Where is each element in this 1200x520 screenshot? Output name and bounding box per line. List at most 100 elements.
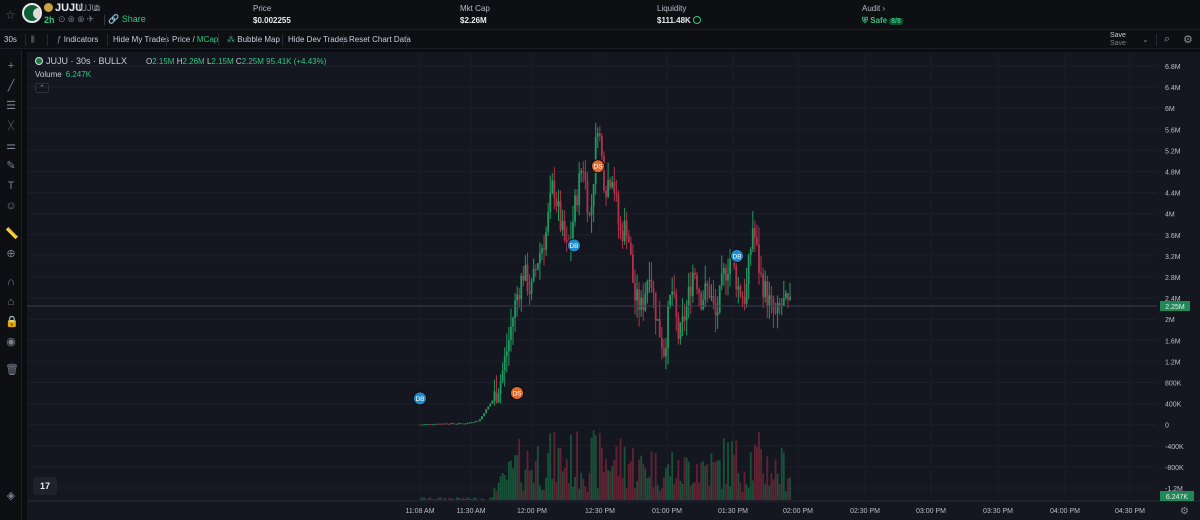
volume-bar <box>698 482 700 500</box>
horizontal-lines-icon[interactable]: ☰ <box>6 100 16 112</box>
toolbar-divider <box>218 34 219 46</box>
copy-icon[interactable]: ⧉ <box>94 3 101 13</box>
social-links-icons[interactable]: ⊙⊛⊕✈ <box>58 14 97 24</box>
candle-down <box>663 347 665 357</box>
hide-dev-trades-button[interactable]: Hide Dev Trades <box>288 35 348 44</box>
header-divider <box>104 15 105 25</box>
y-tick-label: 3.6M <box>1165 233 1181 240</box>
volume-bar <box>700 462 703 500</box>
trash-icon[interactable]: 🗑 <box>5 364 19 376</box>
volume-bar <box>516 455 519 500</box>
stat-price-label: Price <box>253 4 272 13</box>
save-layout-button[interactable]: Save Save <box>1110 32 1126 48</box>
volume-bar <box>747 487 750 500</box>
volume-bar <box>710 453 713 500</box>
indicators-button[interactable]: ƒ Indicators <box>57 35 98 44</box>
candle-up <box>507 339 510 352</box>
volume-bar <box>663 477 665 500</box>
volume-bar <box>555 482 558 500</box>
lock-drawings-icon[interactable]: ⌂ <box>7 296 15 308</box>
trend-line-icon[interactable]: ╱ <box>7 80 15 92</box>
volume-bar <box>766 456 769 500</box>
volume-bar <box>718 460 721 500</box>
chevron-right-icon: › <box>882 4 886 13</box>
candle-down <box>706 283 709 286</box>
chart-canvas[interactable]: 6.8M 6.4M 6M 5.6M 5.2M 4.8M 4.4M 4M 3.6M 3.2M 2.8M… <box>27 52 1200 520</box>
pattern-icon[interactable]: ᚷ <box>7 120 15 132</box>
volume-bar <box>675 478 678 500</box>
brush-icon[interactable]: ✎ <box>6 160 16 172</box>
volume-bar <box>621 478 624 500</box>
volume-bar <box>689 485 692 500</box>
candle-up <box>489 403 492 407</box>
candle-up <box>421 424 423 426</box>
share-label: Share <box>121 14 146 24</box>
price-chart[interactable]: 6.8M 6.4M 6M 5.6M 5.2M 4.8M 4.4M 4M 3.6M 3.2M 2.8M… <box>27 52 1200 520</box>
stat-liquidity-row: $111.48K <box>657 16 701 25</box>
magnet-icon[interactable]: ∩ <box>7 276 15 288</box>
price-toggle-label: Price <box>172 35 191 44</box>
token-age: 2h <box>44 15 55 25</box>
text-icon[interactable]: T <box>7 180 15 192</box>
volume-bar <box>714 461 717 500</box>
candle-down <box>435 424 438 425</box>
legend-title-text: JUJU · 30s · BULLX <box>46 56 128 66</box>
crosshair-icon[interactable]: + <box>7 60 15 72</box>
fib-icon[interactable]: ⚌ <box>6 140 16 152</box>
volume-bar <box>623 446 626 500</box>
gear-icon[interactable]: ⚙ <box>1183 34 1193 46</box>
stat-audit[interactable]: Audit › ⛨ Safe 8/8 <box>862 4 903 26</box>
layers-icon[interactable]: ◈ <box>6 490 16 502</box>
candle-up <box>472 422 475 423</box>
candle-up <box>596 132 599 137</box>
volume-bar <box>782 452 785 500</box>
candle-up <box>450 423 452 425</box>
volume-bar <box>702 461 705 500</box>
volume-bar <box>735 440 738 500</box>
candle-up <box>665 348 667 357</box>
volume-label: Volume <box>35 70 62 79</box>
emoji-icon[interactable]: ☺ <box>5 200 17 212</box>
ohlc-high: 2.26M <box>182 57 205 66</box>
volume-bar <box>427 498 430 500</box>
ruler-icon[interactable]: 📏 <box>5 228 19 240</box>
trade-marker-label: DB <box>415 396 424 403</box>
candle-type-icon[interactable]: ⫼ <box>31 35 35 44</box>
zoom-in-icon[interactable]: ⊕ <box>6 248 16 260</box>
collapse-legend-button[interactable]: ⌃ <box>35 83 49 93</box>
toolbar-divider <box>166 34 167 46</box>
candle-up <box>470 422 473 424</box>
x-tick-label: 12:00 PM <box>517 508 547 515</box>
y-tick-label: 0 <box>1165 423 1169 430</box>
chevron-down-icon[interactable]: ⌄ <box>1142 35 1149 44</box>
stat-mktcap: Mkt Cap $2.26M <box>460 4 490 25</box>
candle-up <box>456 423 459 425</box>
candle-up <box>737 286 740 290</box>
bubble-map-button[interactable]: ⁂ Bubble Map <box>227 35 280 44</box>
candle-down <box>586 180 589 214</box>
candle-down <box>675 294 678 317</box>
interval-selector[interactable]: 30s <box>4 35 17 44</box>
candle-down <box>770 295 773 299</box>
candle-down <box>650 279 653 289</box>
tradingview-logo[interactable]: 17 <box>33 477 57 495</box>
trade-marker <box>730 248 744 263</box>
candle-up <box>464 423 467 425</box>
favorite-star-icon[interactable]: ☆ <box>5 8 16 22</box>
candle-down <box>454 423 457 425</box>
reset-chart-button[interactable]: Reset Chart Data <box>349 35 411 44</box>
lock-icon[interactable]: 🔒 <box>5 316 19 328</box>
token-logo <box>22 3 42 23</box>
candle-up <box>549 193 552 212</box>
candle-up <box>592 184 595 207</box>
candle-up <box>687 286 690 306</box>
candle-up <box>479 419 481 422</box>
share-button[interactable]: 🔗 Share <box>108 14 146 24</box>
eye-icon[interactable]: ◉ <box>6 336 16 348</box>
candle-up <box>607 179 610 197</box>
quick-search-icon[interactable]: ⌕ <box>1164 33 1171 45</box>
ohlc-low: 2.15M <box>211 57 234 66</box>
candle-up <box>572 221 574 239</box>
price-mcap-toggle[interactable]: Price / MCap <box>172 35 219 44</box>
hide-my-trades-button[interactable]: Hide My Trades <box>113 35 170 44</box>
